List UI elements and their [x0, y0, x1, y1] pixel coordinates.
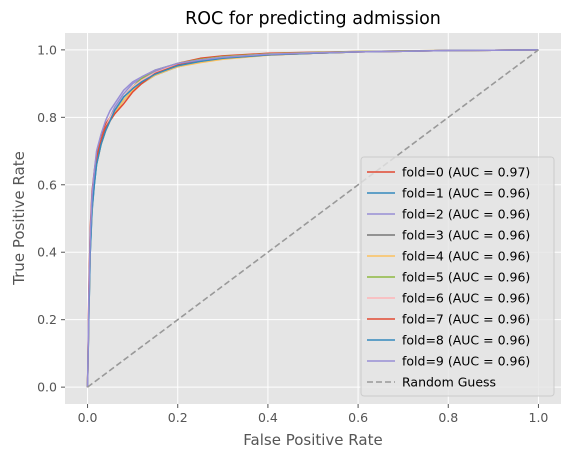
y-tick-label: 0.2: [37, 312, 57, 327]
y-tick-label: 0.8: [37, 110, 57, 125]
x-axis-title: False Positive Rate: [243, 431, 382, 449]
y-tick-label: 0.0: [37, 380, 57, 395]
y-tick-label: 0.6: [37, 177, 57, 192]
legend-label: fold=6 (AUC = 0.96): [402, 291, 530, 306]
legend-label: fold=7 (AUC = 0.96): [402, 312, 530, 327]
legend-label: fold=1 (AUC = 0.96): [402, 186, 530, 201]
chart-title: ROC for predicting admission: [185, 9, 441, 29]
x-tick-label: 0.4: [258, 410, 278, 425]
legend-label: fold=0 (AUC = 0.97): [402, 165, 530, 180]
x-tick-label: 1.0: [529, 410, 549, 425]
legend-label: fold=2 (AUC = 0.96): [402, 207, 530, 222]
x-tick-label: 0.8: [438, 410, 458, 425]
legend-label: fold=9 (AUC = 0.96): [402, 354, 530, 369]
y-tick-label: 1.0: [37, 42, 57, 57]
x-tick-label: 0.0: [78, 410, 98, 425]
series-lines: [86, 49, 539, 388]
random-guess-line: [87, 49, 539, 388]
roc-line-fold-9: [86, 49, 539, 388]
legend-label: fold=4 (AUC = 0.96): [402, 249, 530, 264]
legend-label: fold=5 (AUC = 0.96): [402, 270, 530, 285]
legend: fold=0 (AUC = 0.97) fold=1 (AUC = 0.96) fo…: [360, 156, 555, 397]
legend-label: fold=8 (AUC = 0.96): [402, 333, 530, 348]
y-tick-labels: 0.0 0.2 0.4 0.6 0.8 1.0: [37, 42, 65, 395]
x-tick-labels: 0.0 0.2 0.4 0.6 0.8 1.0: [78, 404, 549, 425]
y-tick-label: 0.4: [37, 245, 57, 260]
legend-box: [360, 156, 555, 397]
x-tick-label: 0.6: [348, 410, 368, 425]
legend-label: fold=3 (AUC = 0.96): [402, 228, 530, 243]
y-axis-title: True Positive Rate: [10, 151, 28, 286]
legend-label: Random Guess: [402, 375, 496, 390]
x-tick-label: 0.2: [168, 410, 188, 425]
